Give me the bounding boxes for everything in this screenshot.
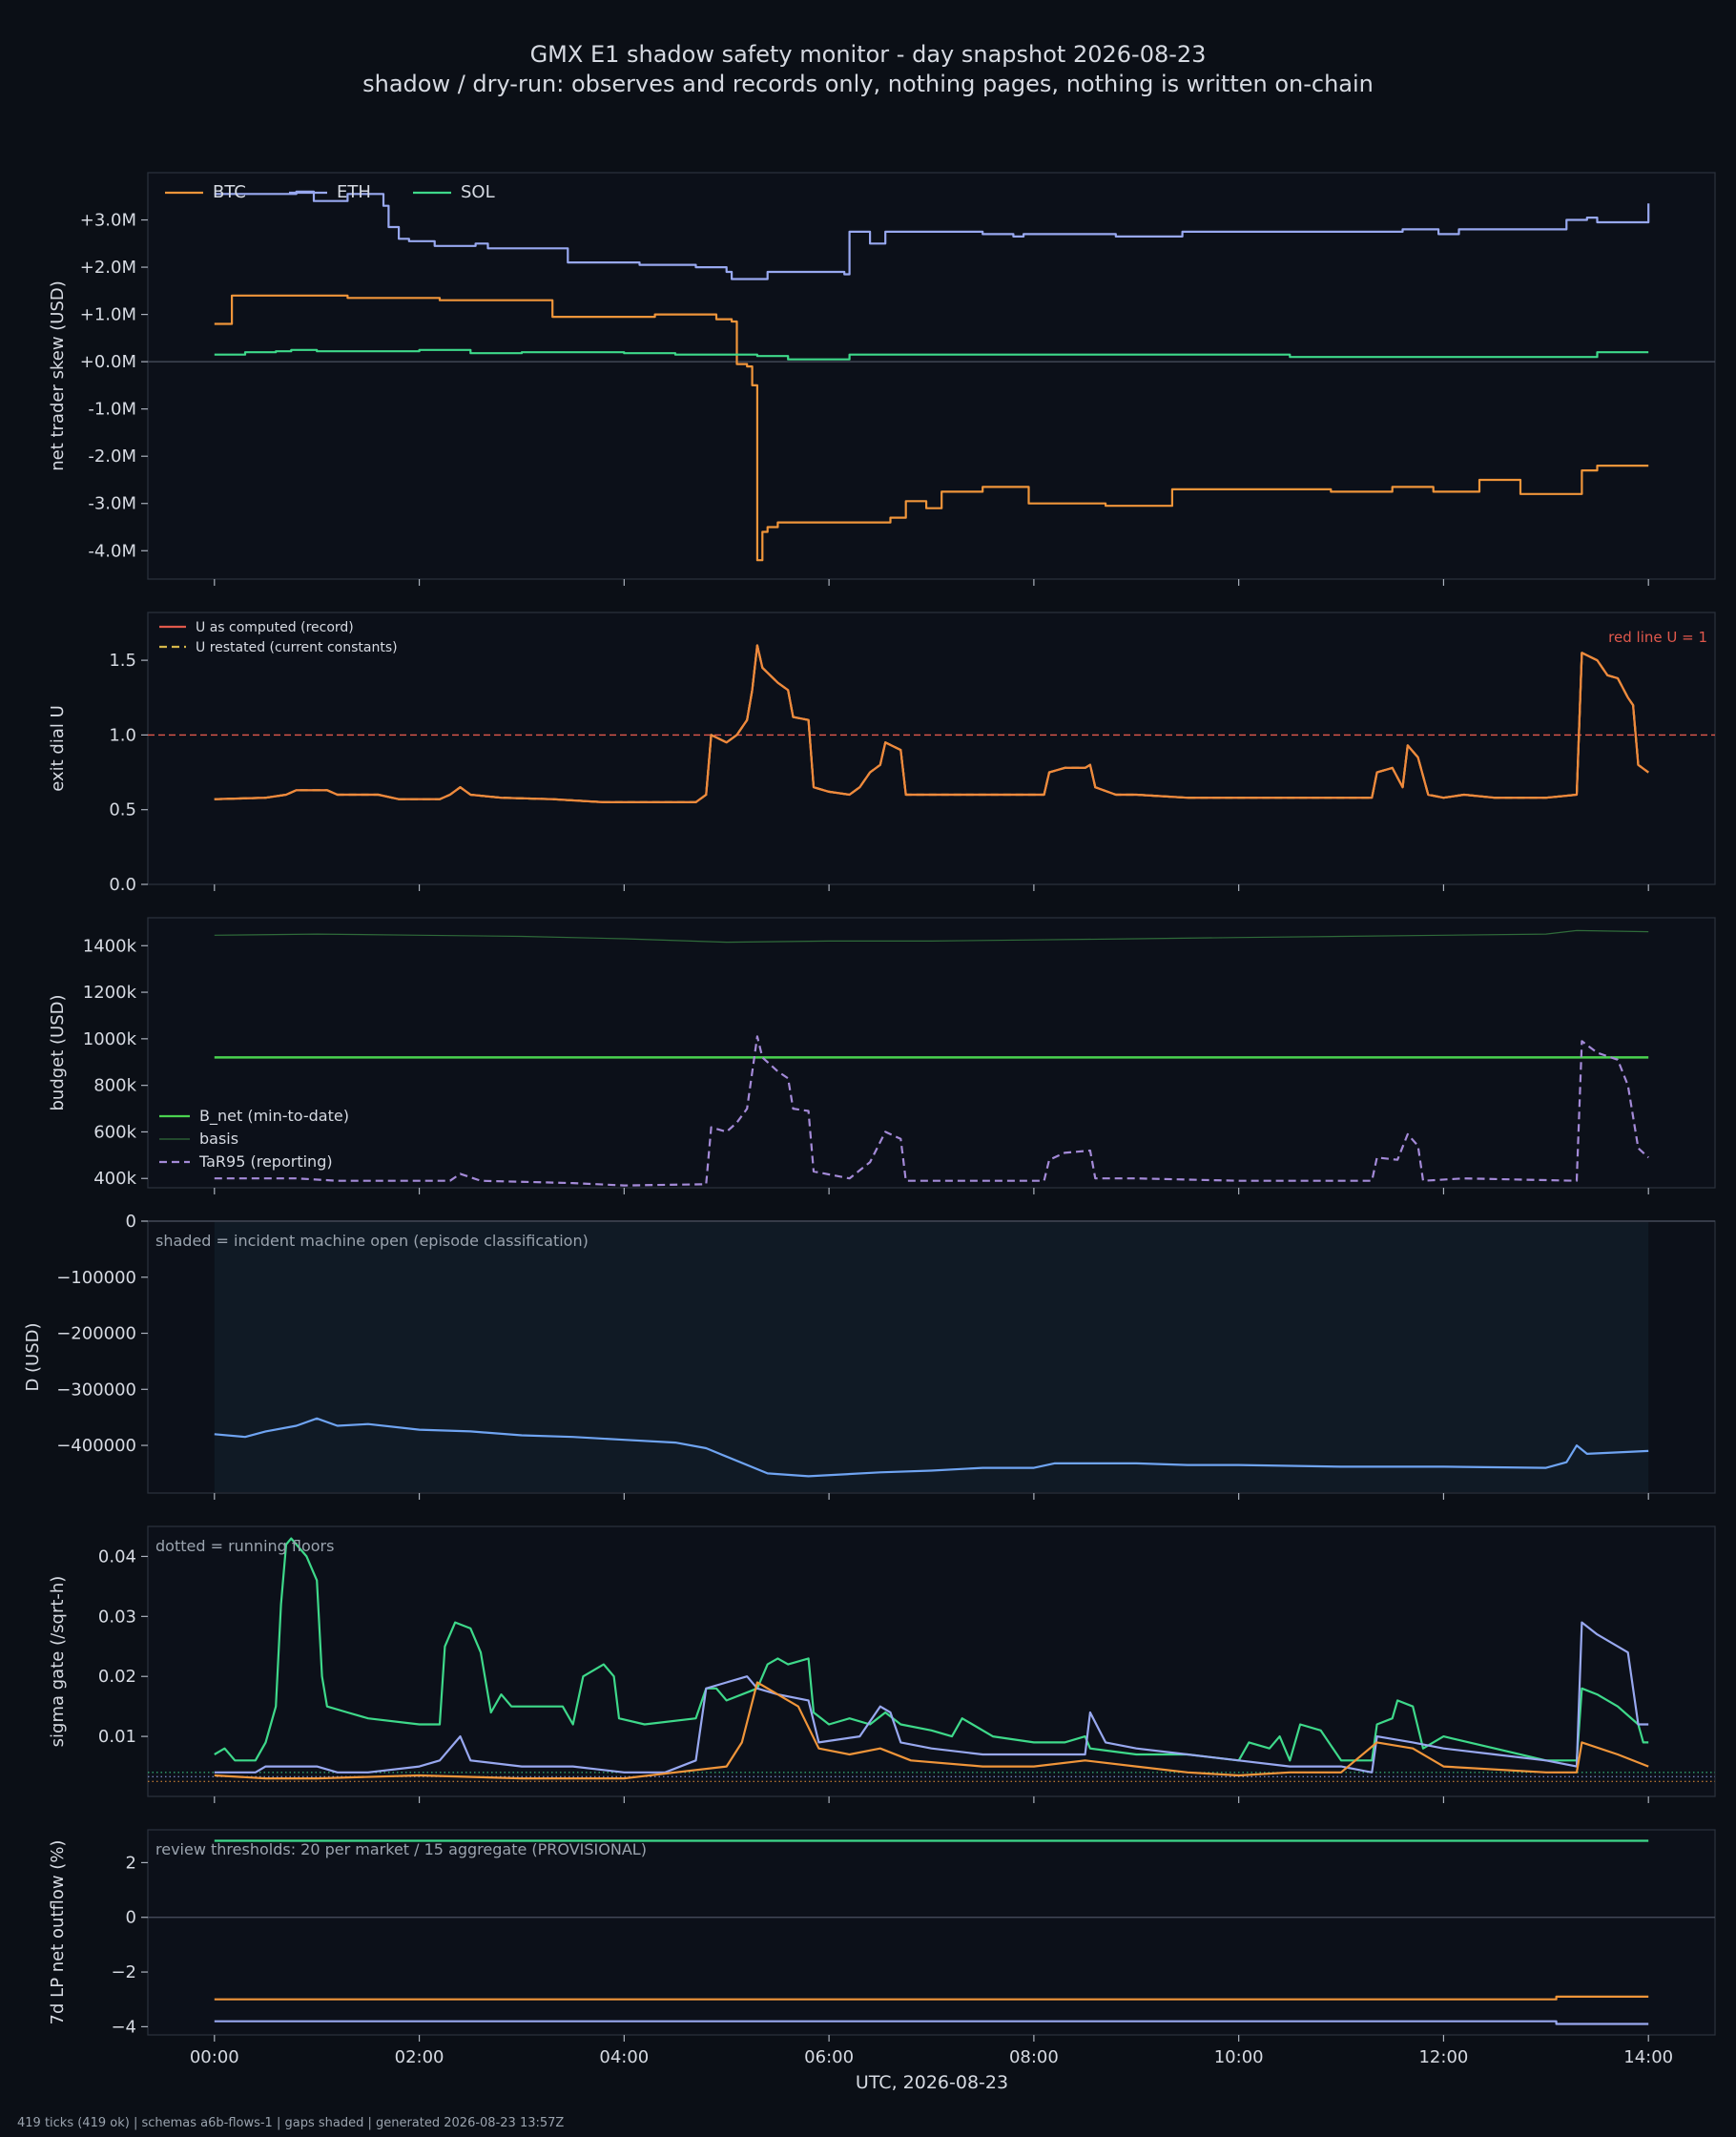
series-eth xyxy=(214,1621,1649,1774)
x-tick-label: 10:00 xyxy=(1214,2047,1264,2067)
legend-label: BTC xyxy=(213,182,246,202)
panel-annotation: dotted = running floors xyxy=(155,1537,334,1555)
incident-shade xyxy=(214,1222,1649,1492)
y-tick-label: 1200k xyxy=(83,983,137,1003)
series-tar95-reporting xyxy=(214,1035,1649,1187)
panel-sigma: 0.01 0.02 0.03 0.04 sigma gate (/sqrt-h) dott… xyxy=(48,1525,1716,1803)
x-tick-label: 06:00 xyxy=(804,2047,854,2067)
panel-annotation: review thresholds: 20 per market / 15 ag… xyxy=(155,1840,647,1858)
y-tick-label: 800k xyxy=(93,1076,136,1096)
legend-label: TaR95 (reporting) xyxy=(198,1152,333,1171)
y-axis-label: sigma gate (/sqrt-h) xyxy=(48,1576,68,1748)
y-tick-label: +0.0M xyxy=(80,352,136,372)
legend-label: U as computed (record) xyxy=(196,620,354,635)
y-tick-label: −300000 xyxy=(56,1380,136,1400)
legend: BTC ETH SOL xyxy=(165,182,495,202)
y-axis-label: exit dial U xyxy=(48,705,68,792)
panel-lp: 2 0 −2 −4 7d LP net outflow (%) review thresh… xyxy=(48,1829,1716,2042)
y-tick-label: -3.0M xyxy=(88,494,136,514)
x-axis-label: UTC, 2026-08-23 xyxy=(856,2072,1008,2093)
series-sol xyxy=(214,348,1649,361)
y-tick-label: +3.0M xyxy=(80,211,136,231)
y-tick-label: −2 xyxy=(111,1962,136,1982)
x-tick-label: 14:00 xyxy=(1623,2047,1673,2067)
series-d xyxy=(214,1417,1649,1478)
y-tick-label: +1.0M xyxy=(80,305,136,325)
series-u-overlap xyxy=(214,644,1649,803)
legend: U as computed (record) U restated (curren… xyxy=(159,620,398,655)
legend-label: U restated (current constants) xyxy=(196,640,398,655)
y-tick-label: 1400k xyxy=(83,936,137,956)
y-axis-label: 7d LP net outflow (%) xyxy=(48,1840,68,2025)
y-axis-label: net trader skew (USD) xyxy=(48,280,68,471)
y-tick-label: -2.0M xyxy=(88,446,136,467)
y-tick-label: 0.5 xyxy=(109,800,136,820)
y-tick-label: 1.0 xyxy=(109,725,136,745)
series-btc xyxy=(214,1995,1649,2001)
y-tick-label: −100000 xyxy=(56,1268,136,1288)
x-tick-label: 12:00 xyxy=(1418,2047,1468,2067)
panel-u: red line U = 1 0.0 0.5 1.0 1.5 exit dial U U a… xyxy=(48,612,1716,895)
y-tick-label: −200000 xyxy=(56,1324,136,1344)
series-btc xyxy=(214,1681,1649,1780)
y-tick-label: 0 xyxy=(126,1212,136,1232)
y-tick-label: 1000k xyxy=(83,1029,137,1049)
figure-title: GMX E1 shadow safety monitor - day snaps… xyxy=(530,41,1207,68)
y-tick-label: 0 xyxy=(126,1908,136,1928)
legend-label: B_net (min-to-date) xyxy=(199,1107,349,1126)
y-tick-label: 0.01 xyxy=(98,1727,136,1747)
series-sol xyxy=(214,1537,1649,1762)
plot-frame xyxy=(147,612,1716,885)
y-tick-label: 400k xyxy=(93,1169,136,1189)
series-eth xyxy=(214,2020,1649,2025)
panels: +3.0M +2.0M +1.0M +0.0M -1.0M -2.0M -3.0M -4.0M… xyxy=(23,172,1716,2042)
y-tick-label: 0.0 xyxy=(109,875,136,895)
plot-frame xyxy=(147,172,1716,580)
plot-frame xyxy=(147,1829,1716,2036)
y-tick-label: −400000 xyxy=(56,1436,136,1456)
y-axis-label: D (USD) xyxy=(23,1322,43,1391)
x-tick-label: 04:00 xyxy=(599,2047,649,2067)
y-tick-label: -1.0M xyxy=(88,400,136,420)
x-tick-label: 08:00 xyxy=(1009,2047,1059,2067)
footer-status: 419 ticks (419 ok) | schemas a6b-flows-1… xyxy=(17,2116,564,2130)
y-axis-label: budget (USD) xyxy=(48,994,68,1110)
y-tick-label: −4 xyxy=(111,2017,136,2037)
legend: B_net (min-to-date) basis TaR95 (reporting… xyxy=(159,1107,349,1171)
x-axis: 00:00 02:00 04:00 06:00 08:00 10:00 12:00 14:00 xyxy=(190,2047,1673,2067)
legend-label: SOL xyxy=(461,182,495,202)
panel-budget: 400k 600k 800k 1000k 1200k 1400k budget (USD) B… xyxy=(48,917,1716,1194)
y-tick-label: -4.0M xyxy=(88,541,136,561)
series-btc xyxy=(214,294,1649,562)
y-tick-label: 0.04 xyxy=(98,1546,136,1566)
legend-label: basis xyxy=(199,1130,238,1148)
y-tick-label: 600k xyxy=(93,1122,136,1142)
y-tick-label: 2 xyxy=(126,1853,136,1873)
panel-skew: +3.0M +2.0M +1.0M +0.0M -1.0M -2.0M -3.0M -4.0M… xyxy=(48,172,1716,586)
series-basis xyxy=(214,929,1649,944)
y-tick-label: 1.5 xyxy=(109,651,136,671)
y-tick-label: 0.02 xyxy=(98,1667,136,1687)
red-line-label: red line U = 1 xyxy=(1608,629,1707,646)
plot-frame xyxy=(147,1525,1716,1797)
panel-d: 0 −100000 −200000 −300000 −400000 D (USD) shad… xyxy=(23,1212,1716,1500)
legend-label: ETH xyxy=(337,182,371,202)
plot-frame xyxy=(147,917,1716,1189)
x-tick-label: 00:00 xyxy=(190,2047,239,2067)
x-tick-label: 02:00 xyxy=(395,2047,444,2067)
figure-subtitle: shadow / dry-run: observes and records o… xyxy=(362,71,1374,97)
panel-annotation: shaded = incident machine open (episode … xyxy=(155,1232,589,1250)
y-tick-label: +2.0M xyxy=(80,258,136,278)
series-eth xyxy=(214,190,1650,280)
y-tick-label: 0.03 xyxy=(98,1607,136,1627)
